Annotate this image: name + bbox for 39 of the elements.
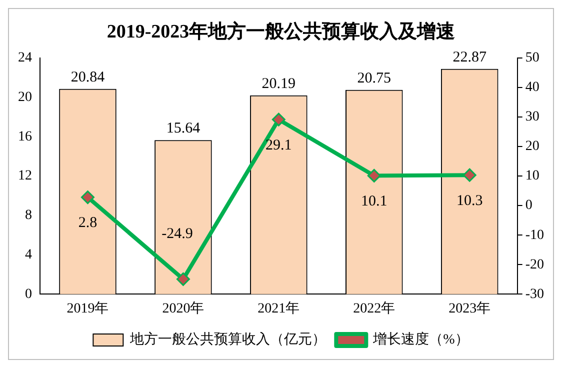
x-tick-label: 2021年 [258, 300, 300, 316]
point [462, 168, 476, 182]
y-tick-label: 20 [18, 90, 32, 105]
data-label: 10.3 [456, 193, 483, 210]
y-tick-label: 24 [18, 50, 32, 66]
point [272, 112, 286, 126]
y-tick-label: 16 [18, 129, 32, 144]
point [80, 190, 94, 204]
y-tick-label: 0 [25, 286, 32, 302]
y2-tick-label: 0 [525, 198, 532, 214]
y-tick-label: 12 [18, 168, 32, 184]
y2-tick-label: -20 [525, 257, 544, 272]
legend-label: 地方一般公共预算收入（亿元） [129, 332, 326, 348]
point [367, 168, 381, 182]
y2-tick-label: 40 [525, 80, 540, 96]
data-label: 2.8 [78, 215, 98, 232]
data-label: 29.1 [266, 137, 292, 154]
y2-tick-label: 50 [525, 50, 540, 66]
data-label: 20.19 [262, 76, 296, 92]
x-tick-label: 2019年 [66, 300, 109, 316]
data-label: 10.1 [361, 194, 388, 210]
data-label: 20.84 [70, 69, 106, 86]
data-label: 20.75 [357, 70, 392, 86]
legend-label: 增长速度（%） [372, 332, 469, 348]
y2-tick-label: -10 [525, 228, 544, 243]
y-tick-label: 8 [25, 208, 32, 224]
data-label: 15.64 [166, 120, 201, 137]
chart-title: 2019-2023年地方一般公共预算收入及增速 [106, 20, 456, 42]
x-tick-label: 2023年 [448, 300, 491, 316]
data-label: 22.87 [452, 49, 487, 66]
y2-tick-label: 10 [525, 168, 540, 184]
x-tick-label: 2020年 [162, 300, 204, 316]
y2-tick-label: 30 [525, 110, 540, 125]
x-tick-label: 2022年 [353, 300, 396, 316]
data-label: -24.9 [162, 226, 193, 242]
y2-tick-label: -30 [525, 286, 544, 302]
point [176, 272, 190, 286]
y2-tick-label: 20 [525, 139, 540, 154]
y-tick-label: 4 [25, 247, 32, 262]
